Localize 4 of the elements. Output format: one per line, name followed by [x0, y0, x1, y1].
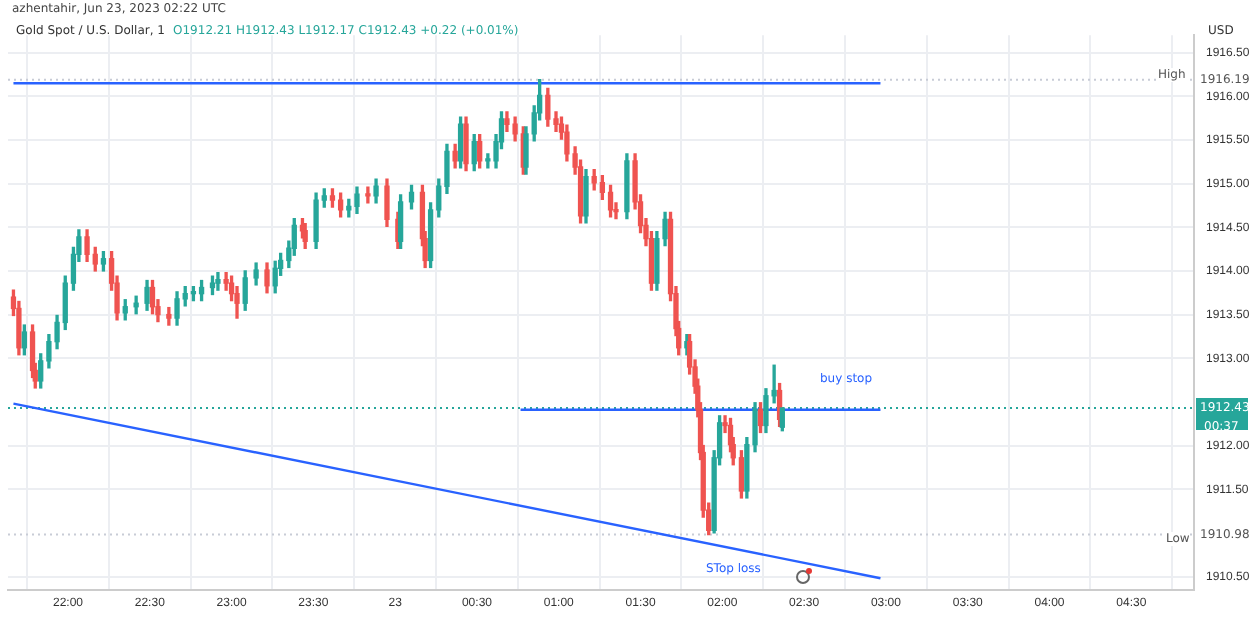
candlestick — [365, 186, 371, 204]
candlestick — [166, 306, 172, 326]
candlestick — [133, 295, 139, 315]
candlestick — [215, 272, 221, 291]
